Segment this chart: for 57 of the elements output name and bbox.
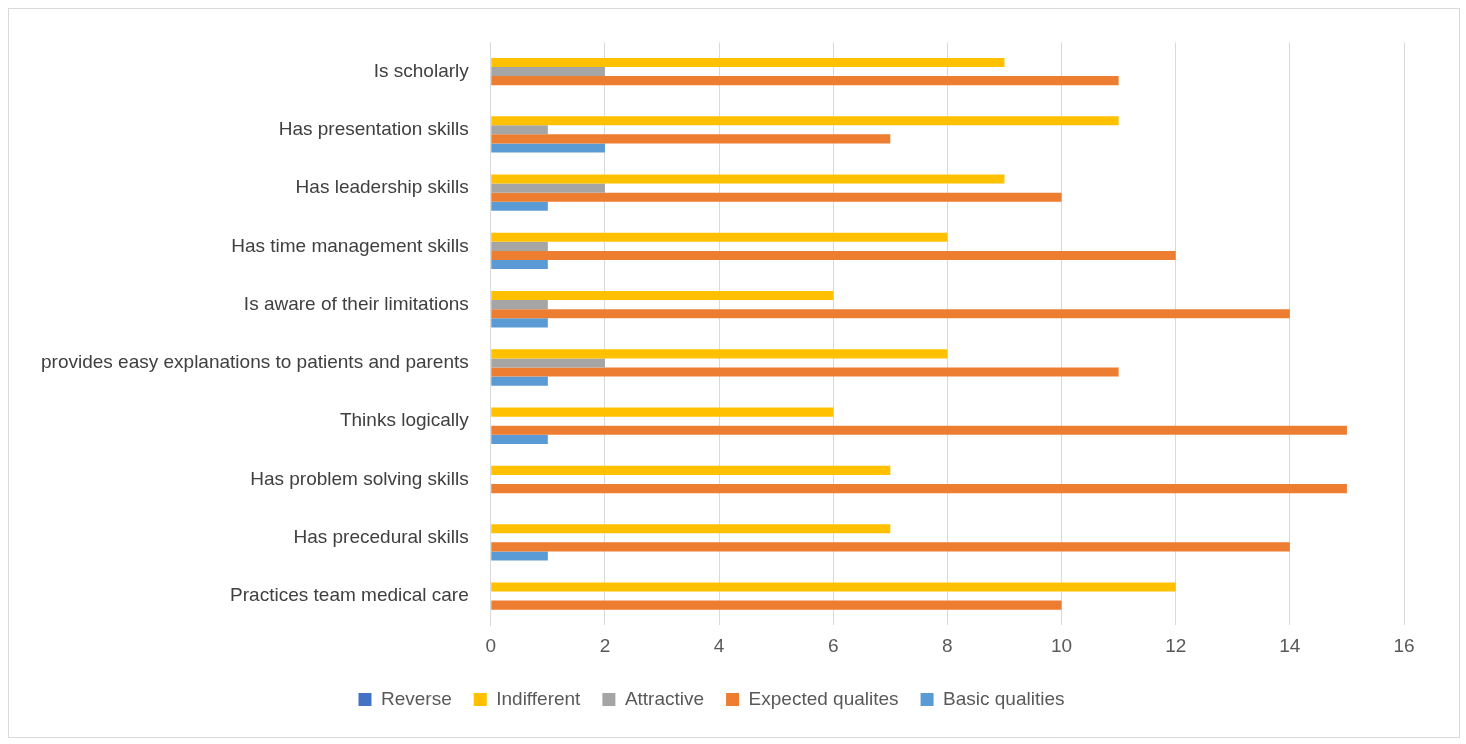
x-tick-label: 0 bbox=[485, 634, 497, 656]
legend-label: Basic qualities bbox=[943, 687, 1065, 709]
bar bbox=[491, 232, 948, 242]
bar bbox=[491, 407, 834, 417]
bar bbox=[491, 542, 1290, 552]
x-tick-label: 8 bbox=[942, 634, 953, 656]
bar bbox=[491, 484, 1347, 494]
x-tick-label: 16 bbox=[1393, 634, 1415, 656]
y-tick-label: provides easy explanations to patients and parents bbox=[41, 351, 469, 373]
x-tick-label: 10 bbox=[1050, 634, 1073, 656]
bar bbox=[491, 201, 548, 211]
bar bbox=[491, 76, 1119, 86]
bar bbox=[491, 192, 1062, 202]
bar bbox=[491, 425, 1347, 435]
y-tick-label: Practices team medical care bbox=[230, 584, 469, 606]
bar bbox=[491, 582, 1176, 592]
bar bbox=[491, 434, 548, 444]
x-tick-label: 4 bbox=[713, 634, 725, 656]
bar bbox=[491, 116, 1119, 126]
legend-label: Reverse bbox=[380, 687, 452, 709]
bar bbox=[491, 318, 548, 328]
bar bbox=[491, 143, 605, 153]
bar bbox=[491, 600, 1062, 610]
bar bbox=[491, 260, 548, 270]
y-tick-label: Has precedural skills bbox=[293, 526, 469, 548]
bar bbox=[491, 367, 1119, 377]
bar bbox=[491, 241, 548, 251]
bar bbox=[491, 376, 548, 386]
bar bbox=[491, 125, 548, 135]
x-tick-label: 14 bbox=[1279, 634, 1301, 656]
legend-label: Attractive bbox=[624, 687, 705, 709]
bar bbox=[491, 291, 834, 301]
bar bbox=[491, 349, 948, 359]
bar bbox=[491, 465, 891, 475]
bar bbox=[491, 66, 605, 77]
bar bbox=[491, 134, 891, 144]
bar bbox=[491, 57, 1005, 67]
bar bbox=[491, 250, 1176, 261]
bar bbox=[491, 174, 1005, 184]
x-tick-label: 2 bbox=[599, 634, 611, 656]
y-tick-label: Is scholarly bbox=[373, 59, 470, 81]
legend-label: Expected qualites bbox=[748, 687, 899, 709]
y-tick-label: Has time management skills bbox=[231, 234, 469, 256]
y-tick-label: Has presentation skills bbox=[278, 118, 469, 140]
x-tick-label: 12 bbox=[1165, 634, 1187, 656]
x-tick-label: 6 bbox=[827, 634, 839, 656]
bar bbox=[491, 309, 1290, 319]
bar bbox=[491, 300, 548, 310]
legend-label: Indifferent bbox=[496, 687, 582, 709]
y-tick-label: Is aware of their limitations bbox=[243, 292, 469, 314]
bar bbox=[491, 358, 605, 368]
bar bbox=[491, 551, 548, 561]
y-tick-label: Has problem solving skills bbox=[250, 467, 469, 489]
bar bbox=[491, 183, 605, 193]
bar bbox=[491, 524, 891, 534]
y-tick-label: Has leadership skills bbox=[295, 176, 469, 198]
y-tick-label: Thinks logically bbox=[339, 409, 470, 431]
